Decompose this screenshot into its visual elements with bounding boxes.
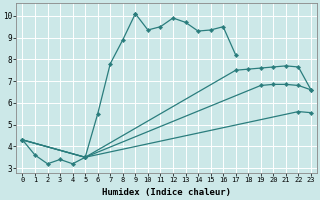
X-axis label: Humidex (Indice chaleur): Humidex (Indice chaleur) <box>102 188 231 197</box>
